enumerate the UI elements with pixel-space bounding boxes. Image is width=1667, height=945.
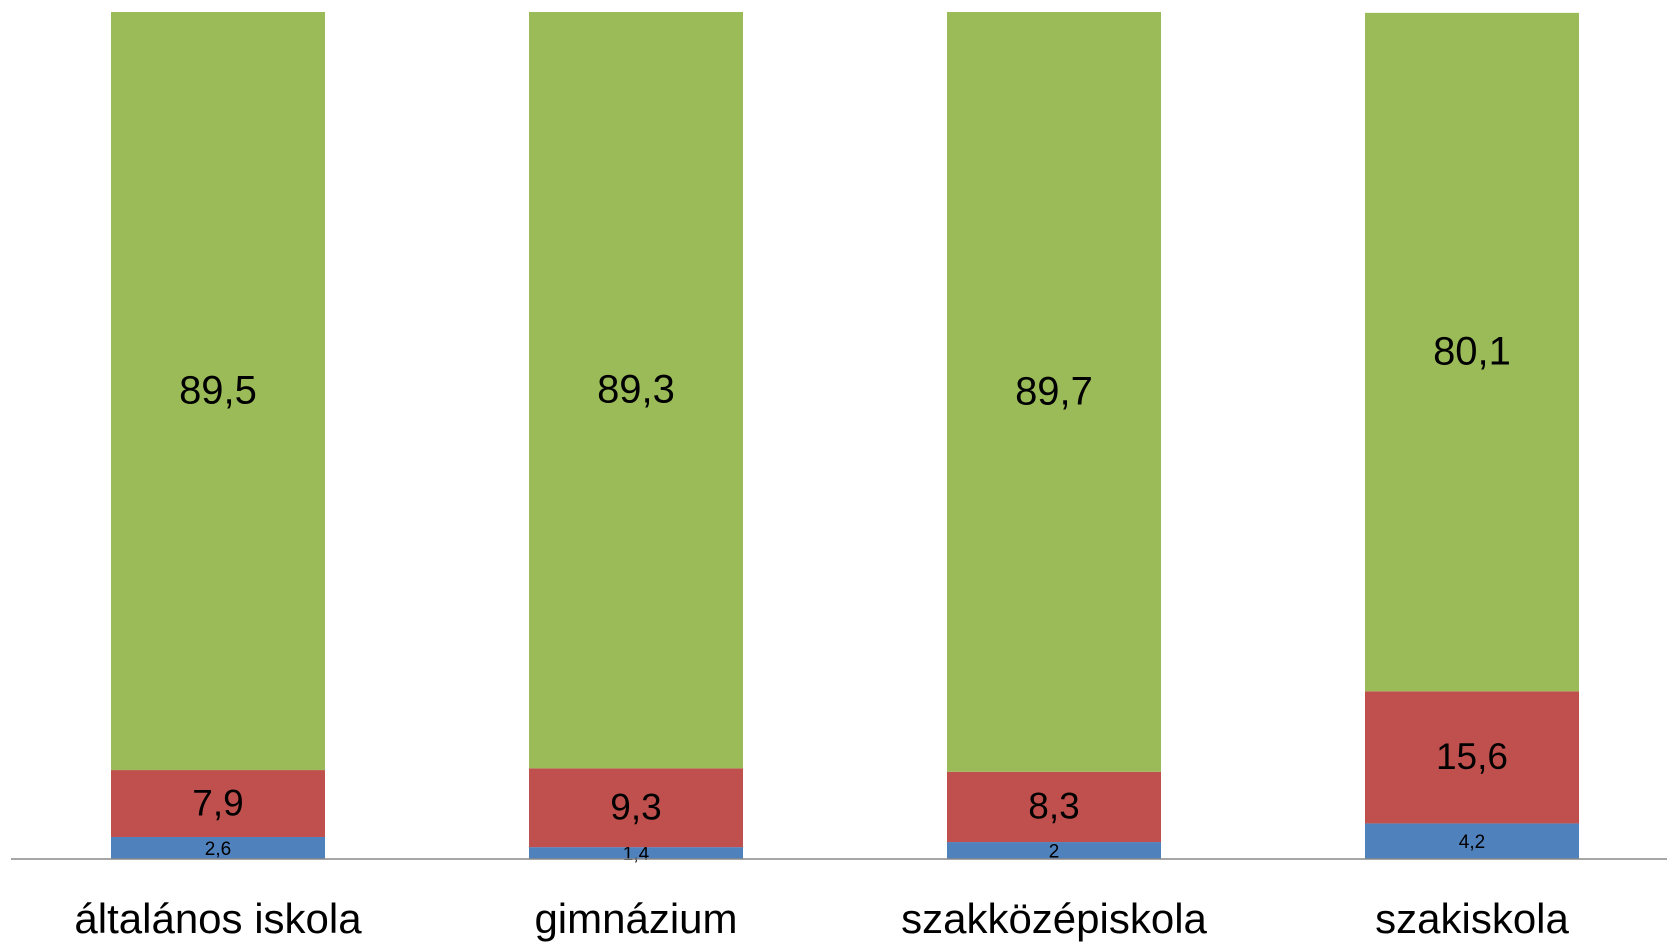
data-label: 7,9 <box>192 782 243 823</box>
data-label: 15,6 <box>1436 736 1508 777</box>
data-label: 4,2 <box>1459 832 1485 853</box>
bar-segment <box>947 771 1161 843</box>
data-label: 2,6 <box>205 839 231 860</box>
data-label: 9,3 <box>610 787 661 828</box>
bar-segment <box>529 768 743 848</box>
x-tick-label: szakiskola <box>1375 895 1569 942</box>
bar-segment <box>1365 691 1579 824</box>
bar-segment <box>947 842 1161 859</box>
data-label: 1,4 <box>623 844 650 865</box>
data-label: 80,1 <box>1433 330 1511 374</box>
x-tick-label: gimnázium <box>534 895 737 942</box>
data-label: 2 <box>1049 842 1060 863</box>
x-tick-label: általános iskola <box>74 895 362 942</box>
bar-segment <box>1365 12 1579 692</box>
x-tick-label: szakközépiskola <box>901 895 1207 942</box>
bar-segment <box>1365 823 1579 859</box>
data-label: 89,5 <box>179 369 257 413</box>
data-label: 89,3 <box>597 368 675 412</box>
bar-segment <box>947 12 1161 772</box>
bar-segment <box>111 12 325 771</box>
bar-segment <box>111 836 325 859</box>
data-label: 89,7 <box>1015 369 1093 413</box>
bar-segment <box>111 770 325 837</box>
bar-segment <box>529 12 743 769</box>
bar-segment <box>529 847 743 859</box>
data-label: 8,3 <box>1028 786 1079 827</box>
